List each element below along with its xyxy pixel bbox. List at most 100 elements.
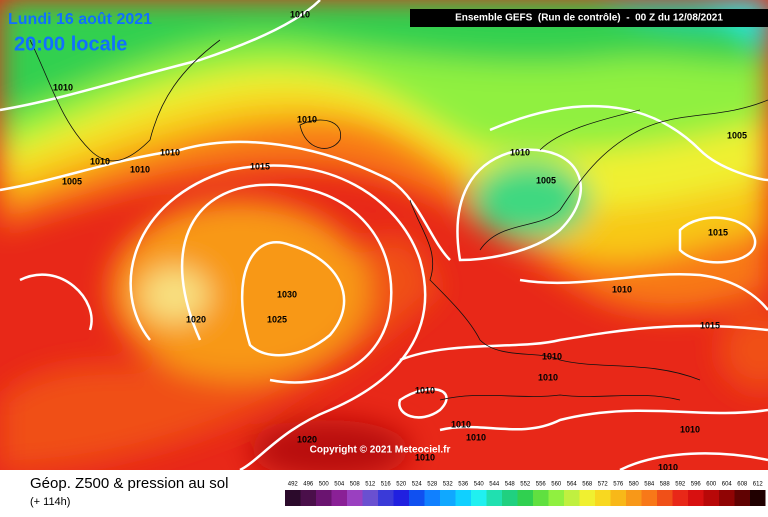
scale-swatch [719,490,735,506]
scale-swatch [471,490,487,506]
scale-swatch [750,490,766,506]
scale-label: 568 [582,482,593,488]
isobar-label: 1010 [415,385,435,395]
isobar-label: 1015 [700,320,720,330]
scale-label: 544 [489,482,500,488]
scale-swatch [703,490,719,506]
isobar-label: 1005 [62,176,82,186]
scale-swatch [486,490,502,506]
scale-swatch [362,490,378,506]
scale-label: 548 [505,482,516,488]
isobar-label: 1010 [612,284,632,294]
scale-label: 512 [365,482,376,488]
scale-label: 584 [644,482,655,488]
scale-swatch [595,490,611,506]
isobar-label: 1010 [538,372,558,382]
legend-title: Géop. Z500 & pression au sol [30,475,228,492]
scale-label: 556 [536,482,547,488]
scale-swatch [424,490,440,506]
legend-lead: (+ 114h) [30,496,70,508]
scale-swatch [455,490,471,506]
scale-swatch [502,490,518,506]
scale-label: 516 [381,482,392,488]
isobar-label: 1010 [658,462,678,472]
scale-label: 576 [613,482,624,488]
isobar-label: 1010 [53,82,73,92]
isobar-label: 1010 [542,351,562,361]
scale-swatch [285,490,301,506]
isobar-label: 1010 [290,9,310,19]
isobar-label: 1015 [250,161,270,171]
isobar-label: 1010 [415,452,435,462]
scale-label: 592 [675,482,686,488]
scale-swatch [347,490,363,506]
scale-label: 560 [551,482,562,488]
scale-swatch [440,490,456,506]
scale-swatch [300,490,316,506]
scale-label: 504 [334,482,345,488]
isobar-label: 1025 [267,314,287,324]
isobar-label: 1005 [727,130,747,140]
scale-swatch [517,490,533,506]
run-box [410,9,768,27]
isobar-label: 1010 [160,147,180,157]
copyright: Copyright © 2021 Meteociel.fr [310,445,451,456]
scale-label: 588 [660,482,671,488]
scale-swatch [579,490,595,506]
colorbar: 492 496 500 504 508 512 516 520 524 528 532 536 540 5… [285,482,766,506]
isobar-label: 1015 [708,227,728,237]
scale-swatch [657,490,673,506]
scale-label: 508 [350,482,361,488]
isobar-label: 1030 [277,289,297,299]
scale-label: 604 [722,482,733,488]
scale-label: 596 [691,482,702,488]
scale-label: 572 [598,482,609,488]
date: Lundi 16 août 2021 [8,11,152,28]
scale-swatch [610,490,626,506]
scale-label: 564 [567,482,578,488]
scale-swatch [672,490,688,506]
scale-label: 612 [753,482,764,488]
scale-label: 536 [458,482,469,488]
isobar-labels: 1010 1010 1010 1010 1010 1010 1005 1015 1010 1005… [53,9,747,472]
scale-label: 552 [520,482,531,488]
isobar-label: 1010 [510,147,530,157]
geopotential-field [0,0,768,480]
scale-label: 608 [737,482,748,488]
coastlines [29,39,768,401]
isobar-label: 1010 [130,164,150,174]
scale-label: 520 [396,482,407,488]
isobar-label: 1005 [536,175,556,185]
isobar-label: 1020 [186,314,206,324]
isobar-label: 1010 [466,432,486,442]
scale-label: 580 [629,482,640,488]
time: 20:00 locale [14,33,127,55]
scale-swatch [688,490,704,506]
scale-label: 540 [474,482,485,488]
scale-label: 492 [288,482,299,488]
scale-swatch [641,490,657,506]
scale-label: 600 [706,482,717,488]
scale-swatch [533,490,549,506]
isobar-label: 1010 [297,114,317,124]
scale-label: 528 [427,482,438,488]
isobars [0,0,768,432]
isobar-label: 1010 [90,156,110,166]
scale-swatch [316,490,332,506]
scale-label: 532 [443,482,454,488]
run-info: Ensemble GEFS (Run de contrôle) - 00 Z d… [455,13,723,24]
isobar-label: 1020 [297,434,317,444]
scale-label: 524 [412,482,423,488]
scale-swatch [564,490,580,506]
scale-swatch [548,490,564,506]
scale-swatch [378,490,394,506]
isobar-label: 1010 [680,424,700,434]
scale-swatch [626,490,642,506]
isobar-label: 1010 [451,419,471,429]
scale-swatch [734,490,750,506]
scale-label: 496 [303,482,314,488]
scale-label: 500 [319,482,330,488]
scale-swatch [393,490,409,506]
scale-swatch [409,490,425,506]
